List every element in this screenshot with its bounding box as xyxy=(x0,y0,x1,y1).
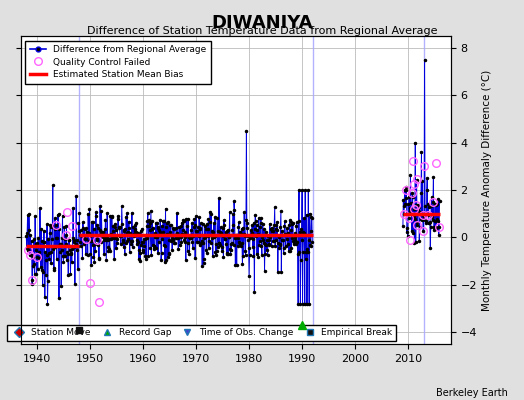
Text: Berkeley Earth: Berkeley Earth xyxy=(436,388,508,398)
Legend: Station Move, Record Gap, Time of Obs. Change, Empirical Break: Station Move, Record Gap, Time of Obs. C… xyxy=(7,325,396,341)
Text: DIWANIYA: DIWANIYA xyxy=(211,14,313,32)
Y-axis label: Monthly Temperature Anomaly Difference (°C): Monthly Temperature Anomaly Difference (… xyxy=(483,69,493,311)
Text: Difference of Station Temperature Data from Regional Average: Difference of Station Temperature Data f… xyxy=(87,26,437,36)
